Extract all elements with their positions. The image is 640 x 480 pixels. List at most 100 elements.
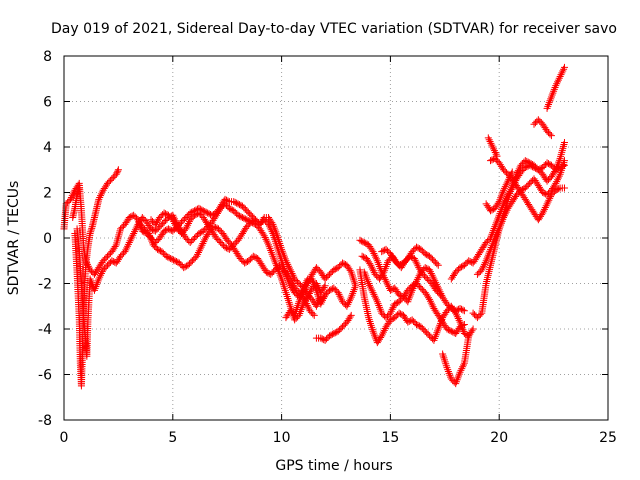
- data-point: [118, 223, 126, 231]
- data-point: [157, 212, 165, 220]
- data-point: [187, 258, 195, 266]
- data-point: [500, 166, 508, 174]
- data-point: [458, 365, 466, 373]
- data-point: [149, 241, 157, 249]
- data-point: [487, 139, 495, 147]
- data-point: [97, 271, 105, 279]
- data-point: [414, 262, 422, 270]
- data-point: [288, 308, 296, 316]
- data-point: [164, 211, 172, 219]
- data-point: [236, 212, 244, 220]
- y-tick-label: -6: [38, 368, 52, 384]
- data-point: [331, 265, 339, 273]
- data-point: [392, 299, 400, 307]
- data-point: [183, 212, 191, 220]
- data-point: [327, 331, 335, 339]
- data-point: [249, 252, 257, 260]
- data-point: [304, 303, 312, 311]
- data-point: [484, 134, 492, 142]
- data-point: [421, 327, 429, 335]
- data-point: [263, 237, 271, 245]
- data-point: [242, 258, 250, 266]
- data-point: [69, 190, 77, 198]
- data-point: [368, 287, 376, 295]
- data-point: [265, 270, 273, 278]
- data-point: [426, 332, 434, 340]
- data-point: [370, 249, 378, 257]
- data-point: [298, 290, 306, 298]
- x-tick-label: 25: [599, 430, 617, 446]
- data-point: [193, 210, 201, 218]
- data-point: [462, 260, 470, 268]
- data-point: [296, 281, 304, 289]
- data-point: [136, 220, 144, 228]
- series-s16: [473, 157, 568, 278]
- data-point: [384, 281, 392, 289]
- data-point: [238, 256, 246, 264]
- series-s1: [60, 179, 329, 308]
- data-point: [500, 186, 508, 194]
- data-point: [542, 190, 550, 198]
- data-point: [305, 276, 313, 284]
- data-point: [87, 228, 95, 236]
- data-point: [552, 186, 560, 194]
- data-point: [554, 174, 562, 182]
- data-point: [320, 283, 328, 291]
- data-point: [482, 239, 490, 247]
- data-point: [485, 136, 493, 144]
- data-point: [105, 251, 113, 259]
- data-point: [227, 205, 235, 213]
- x-tick-label: 5: [168, 430, 177, 446]
- data-point: [225, 238, 233, 246]
- data-point: [555, 172, 563, 180]
- data-point: [188, 257, 196, 265]
- data-point: [347, 311, 355, 319]
- data-point: [104, 179, 112, 187]
- data-point: [486, 138, 494, 146]
- data-point: [241, 205, 249, 213]
- data-point: [378, 248, 386, 256]
- data-point: [533, 164, 541, 172]
- data-point: [397, 310, 405, 318]
- data-point: [504, 177, 512, 185]
- data-point: [530, 161, 538, 169]
- data-point: [526, 159, 534, 167]
- data-point: [95, 195, 103, 203]
- data-point: [214, 236, 222, 244]
- data-point: [493, 229, 501, 237]
- data-point: [372, 296, 380, 304]
- data-point: [305, 292, 313, 300]
- data-point: [371, 251, 379, 259]
- data-point: [314, 283, 322, 291]
- data-point: [267, 270, 275, 278]
- data-point: [230, 198, 238, 206]
- data-point: [97, 190, 105, 198]
- data-point: [259, 230, 267, 238]
- data-point: [195, 247, 203, 255]
- data-point: [261, 234, 269, 242]
- data-point: [501, 210, 509, 218]
- data-point: [102, 254, 110, 262]
- data-point: [243, 223, 251, 231]
- data-point: [233, 199, 241, 207]
- data-point: [460, 330, 468, 338]
- data-point: [117, 225, 125, 233]
- data-point: [154, 224, 162, 232]
- data-point: [540, 207, 548, 215]
- data-point: [356, 236, 364, 244]
- data-point: [418, 286, 426, 294]
- data-point: [128, 233, 136, 241]
- data-point: [401, 258, 409, 266]
- data-point: [302, 283, 310, 291]
- data-point: [413, 280, 421, 287]
- data-point: [554, 76, 562, 84]
- data-point: [494, 199, 502, 207]
- data-point: [343, 302, 351, 310]
- data-point: [534, 116, 542, 124]
- data-point: [234, 211, 242, 219]
- data-point: [101, 255, 109, 263]
- data-point: [388, 315, 396, 323]
- data-point: [523, 157, 531, 165]
- data-point: [160, 218, 168, 226]
- data-point: [321, 336, 329, 344]
